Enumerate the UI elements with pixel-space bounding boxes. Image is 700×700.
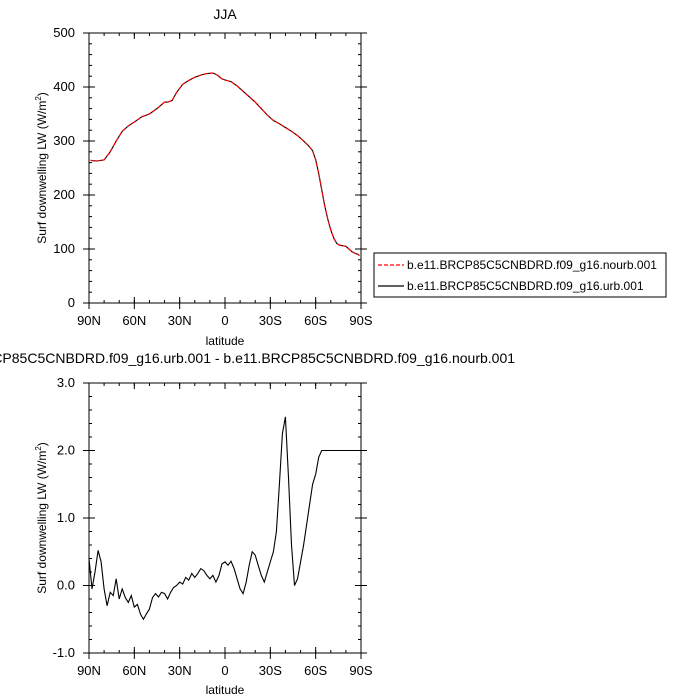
- chart-title: JJA: [213, 6, 237, 22]
- y-axis-label-superscript: 2: [34, 446, 43, 451]
- y-axis-label-superscript: 2: [34, 96, 43, 101]
- y-axis-label-main: Surf downwelling LW (W/m: [35, 451, 49, 594]
- y-axis-label: Surf downwelling LW (W/m2): [34, 92, 49, 244]
- y-tick-label: 500: [53, 25, 75, 40]
- y-axis-label-end: ): [35, 92, 49, 96]
- series-line-1: [89, 416, 361, 621]
- y-axis-label: Surf downwelling LW (W/m2): [34, 442, 49, 594]
- y-axis-label-main: Surf downwelling LW (W/m: [35, 101, 49, 244]
- x-tick-label: 90N: [77, 663, 101, 678]
- y-tick-label: 0.0: [57, 578, 75, 593]
- x-tick-label: 90N: [77, 313, 101, 328]
- x-tick-label: 0: [221, 313, 228, 328]
- y-tick-label: 1.0: [57, 510, 75, 525]
- series-line-1: [90, 72, 360, 256]
- x-axis-label: latitude: [206, 683, 245, 697]
- x-tick-label: 30S: [259, 663, 282, 678]
- y-tick-label: 2.0: [57, 443, 75, 458]
- x-tick-label: 60N: [122, 663, 146, 678]
- y-tick-label: 3.0: [57, 375, 75, 390]
- y-tick-label: 400: [53, 79, 75, 94]
- x-tick-label: 90S: [349, 313, 372, 328]
- legend: b.e11.BRCP85C5CNBDRD.f09_g16.nourb.001 b.…: [373, 252, 667, 298]
- x-axis-label: latitude: [206, 334, 245, 348]
- y-tick-label: 200: [53, 187, 75, 202]
- plot-frame: [88, 32, 362, 304]
- y-axis-label-end: ): [35, 442, 49, 446]
- x-tick-label: 30N: [168, 663, 192, 678]
- legend-label-1: b.e11.BRCP85C5CNBDRD.f09_g16.nourb.001: [407, 258, 657, 272]
- x-tick-label: 60S: [304, 313, 327, 328]
- x-tick-label: 90S: [349, 663, 372, 678]
- x-tick-label: 30N: [168, 313, 192, 328]
- x-tick-label: 60N: [122, 313, 146, 328]
- plot-frame: [88, 382, 362, 654]
- series-line-2: [90, 72, 360, 256]
- y-tick-label: -1.0: [53, 645, 75, 660]
- y-tick-label: 0: [68, 295, 75, 310]
- chart-title: b.e11.BRCP85C5CNBDRD.f09_g16.urb.001 - b…: [0, 350, 515, 366]
- x-tick-label: 60S: [304, 663, 327, 678]
- legend-box: [373, 252, 667, 298]
- y-tick-label: 100: [53, 241, 75, 256]
- chart-panel-1: JJA 90N 60N 30N 0 30S 60S 90S 0 100 200 300 400 500 la…: [34, 6, 373, 348]
- x-tick-label: 0: [221, 663, 228, 678]
- chart-panel-2: b.e11.BRCP85C5CNBDRD.f09_g16.urb.001 - b…: [0, 350, 515, 697]
- x-tick-label: 30S: [259, 313, 282, 328]
- y-tick-label: 300: [53, 133, 75, 148]
- legend-label-2: b.e11.BRCP85C5CNBDRD.f09_g16.urb.001: [407, 279, 644, 293]
